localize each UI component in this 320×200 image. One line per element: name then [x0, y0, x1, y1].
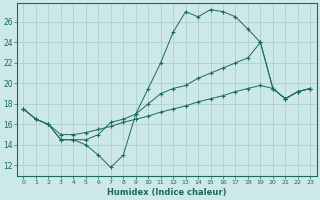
- X-axis label: Humidex (Indice chaleur): Humidex (Indice chaleur): [107, 188, 227, 197]
